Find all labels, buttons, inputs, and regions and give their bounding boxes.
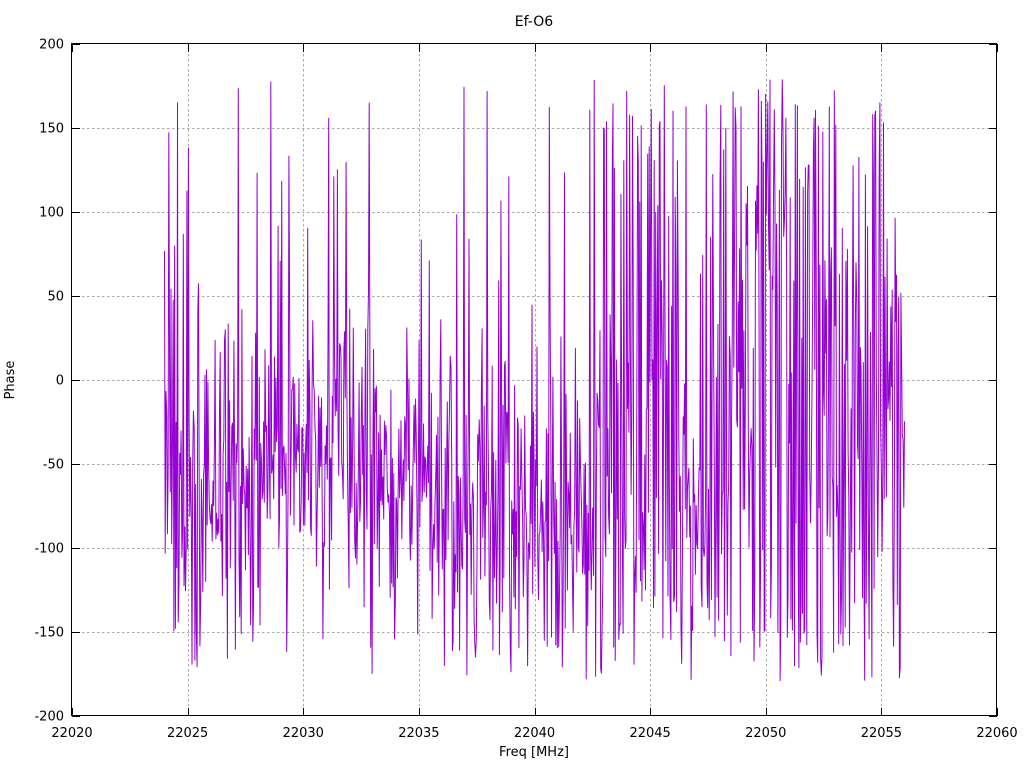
axes — [71, 43, 998, 717]
y-tick-label: 150 — [39, 122, 64, 137]
y-axis-title: Phase — [3, 361, 18, 400]
x-tick-label: 22060 — [976, 726, 1017, 741]
x-tick-label: 22045 — [629, 726, 670, 741]
y-tick-label: -200 — [34, 710, 64, 725]
y-tick-label: 100 — [39, 206, 64, 221]
x-tick-label: 22035 — [398, 726, 439, 741]
y-tick-label: 50 — [47, 290, 64, 305]
chart-title: Ef-O6 — [515, 14, 553, 30]
y-tick-label: -150 — [34, 626, 64, 641]
x-tick-label: 22050 — [745, 726, 786, 741]
x-tick-label: 22030 — [283, 726, 324, 741]
x-tick-label: 22040 — [514, 726, 555, 741]
y-tick-label: -50 — [43, 458, 64, 473]
plot-border — [71, 43, 997, 716]
x-tick-label: 22055 — [861, 726, 902, 741]
y-tick-label: 200 — [39, 38, 64, 53]
x-axis-title: Freq [MHz] — [499, 745, 569, 760]
x-tick-label: 22025 — [167, 726, 208, 741]
x-tick-label: 22020 — [51, 726, 92, 741]
y-tick-label: 0 — [56, 374, 64, 389]
phase-series-line — [164, 79, 905, 682]
tick-labels: 22020 22025 22030 22035 22040 22045 22050 22055… — [34, 38, 1017, 742]
y-tick-label: -100 — [34, 542, 64, 557]
plot-area: 22020 22025 22030 22035 22040 22045 22050 22055… — [34, 38, 1017, 742]
